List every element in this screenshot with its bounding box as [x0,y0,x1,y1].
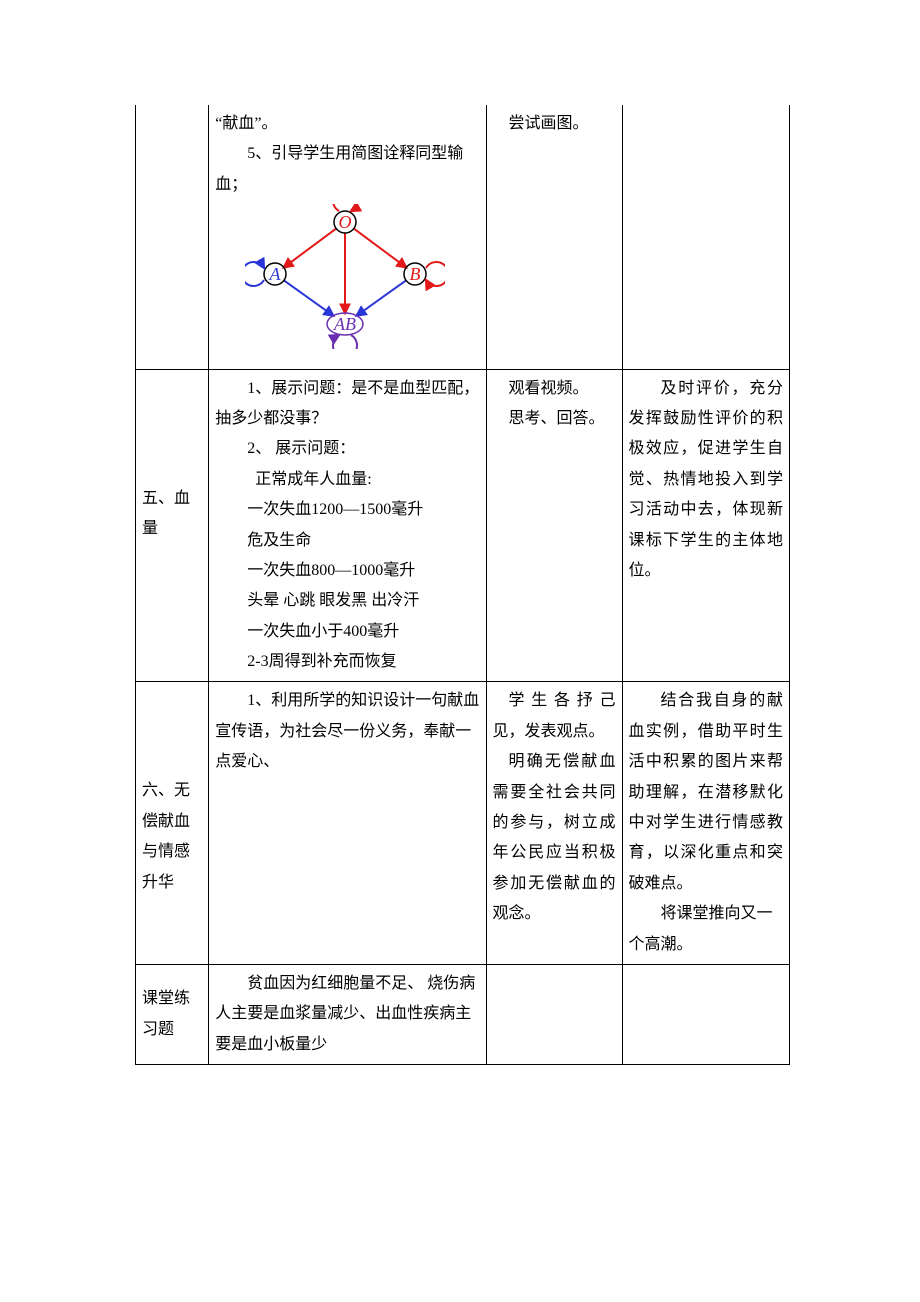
blood-type-diagram: OABAB [215,200,479,364]
table-row: 课堂练习题 贫血因为红细胞量不足、 烧伤病人主要是血浆量减少、出血性疾病主要是血… [136,964,790,1064]
cell-r1-c3: 尝试画图。 [486,105,622,369]
cell-r3-c1: 六、无偿献血与情感升华 [136,682,209,965]
text-line: 观看视频。 [493,374,616,404]
text-line: 一次失血800—1000毫升 [215,556,479,586]
cell-r3-c4: 结合我自身的献血实例，借助平时生活中积累的图片来帮助理解，在潜移默化中对学生进行… [622,682,789,965]
text-line: 5、引导学生用简图诠释同型输血； [215,139,479,200]
text-line: 贫血因为红细胞量不足、 烧伤病人主要是血浆量减少、出血性疾病主要是血小板量少 [215,969,479,1060]
text-line: 2-3周得到补充而恢复 [215,647,479,677]
text-line: 及时评价，充分发挥鼓励性评价的积极效应，促进学生自觉、热情地投入到学习活动中去，… [629,374,783,587]
text-line: 学生各抒己见，发表观点。 [493,686,616,747]
text-line: 1、利用所学的知识设计一句献血宣传语，为社会尽一份义务，奉献一点爱心、 [215,686,479,777]
table-row: “献血”。 5、引导学生用简图诠释同型输血； OABAB 尝试画图。 [136,105,790,369]
text-line: 明确无偿献血需要全社会共同的参与，树立成年公民应当积极参加无偿献血的观念。 [493,747,616,929]
text-line: 结合我自身的献血实例，借助平时生活中积累的图片来帮助理解，在潜移默化中对学生进行… [629,686,783,899]
text-line: 将课堂推向又一个高潮。 [629,899,783,960]
text-line: 思考、回答。 [493,404,616,434]
svg-text:A: A [269,264,282,284]
page: “献血”。 5、引导学生用简图诠释同型输血； OABAB 尝试画图。 五、血量 … [0,0,920,1302]
text-line: “献血”。 [215,109,479,139]
text-line: 一次失血1200—1500毫升 [215,495,479,525]
cell-r4-c1: 课堂练习题 [136,964,209,1064]
text-line: 正常成年人血量: [215,465,479,495]
lesson-table: “献血”。 5、引导学生用简图诠释同型输血； OABAB 尝试画图。 五、血量 … [135,105,790,1065]
svg-text:O: O [339,212,352,232]
section-label: 六、无偿献血与情感升华 [142,686,202,898]
cell-r3-c3: 学生各抒己见，发表观点。 明确无偿献血需要全社会共同的参与，树立成年公民应当积极… [486,682,622,965]
cell-r4-c2: 贫血因为红细胞量不足、 烧伤病人主要是血浆量减少、出血性疾病主要是血小板量少 [209,964,486,1064]
cell-r4-c4 [622,964,789,1064]
cell-r1-c4 [622,105,789,369]
text-line: 尝试画图。 [493,109,616,139]
cell-r4-c3 [486,964,622,1064]
diagram-svg: OABAB [245,204,445,349]
text-line: 头晕 心跳 眼发黑 出冷汗 [215,586,479,616]
table-row: 五、血量 1、展示问题：是不是血型匹配，抽多少都没事？ 2、 展示问题： 正常成… [136,369,790,682]
svg-text:AB: AB [333,314,356,334]
table-row: 六、无偿献血与情感升华 1、利用所学的知识设计一句献血宣传语，为社会尽一份义务，… [136,682,790,965]
cell-r1-c1 [136,105,209,369]
cell-r2-c2: 1、展示问题：是不是血型匹配，抽多少都没事？ 2、 展示问题： 正常成年人血量:… [209,369,486,682]
cell-r3-c2: 1、利用所学的知识设计一句献血宣传语，为社会尽一份义务，奉献一点爱心、 [209,682,486,965]
text-line: 1、展示问题：是不是血型匹配，抽多少都没事？ [215,374,479,435]
text-line: 危及生命 [215,526,479,556]
section-label: 课堂练习题 [142,984,202,1045]
text-line: 2、 展示问题： [215,434,479,464]
cell-r2-c4: 及时评价，充分发挥鼓励性评价的积极效应，促进学生自觉、热情地投入到学习活动中去，… [622,369,789,682]
text-line: 一次失血小于400毫升 [215,617,479,647]
section-label: 五、血量 [142,374,202,545]
cell-r2-c3: 观看视频。 思考、回答。 [486,369,622,682]
cell-r1-c2: “献血”。 5、引导学生用简图诠释同型输血； OABAB [209,105,486,369]
cell-r2-c1: 五、血量 [136,369,209,682]
svg-text:B: B [410,264,421,284]
